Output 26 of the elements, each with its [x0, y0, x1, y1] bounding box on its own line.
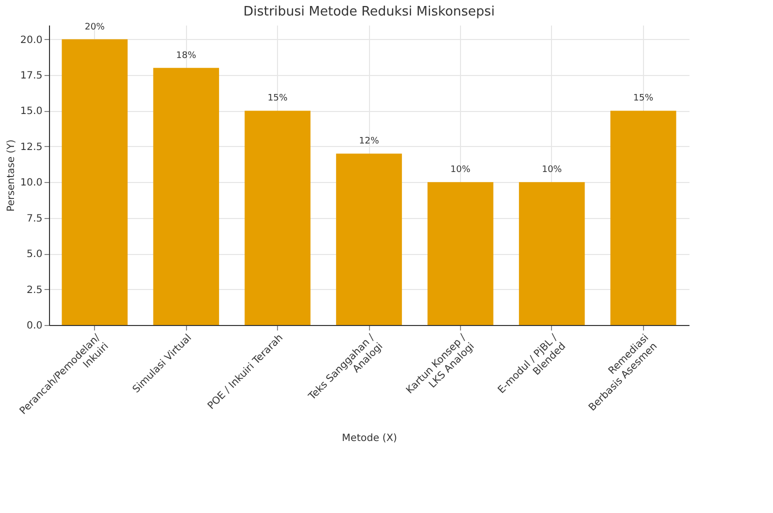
- x-axis-title: Metode (X): [342, 432, 398, 444]
- data-label: 12%: [358, 136, 380, 147]
- y-tick-label: 15.0: [20, 106, 42, 118]
- chart-title: Distribusi Metode Reduksi Miskonsepsi: [243, 4, 495, 20]
- y-tick-label: 5.0: [26, 249, 42, 260]
- bar: [153, 68, 220, 325]
- y-tick-label: 20.0: [20, 34, 42, 46]
- data-label: 18%: [176, 50, 197, 61]
- y-tick-label: 17.5: [20, 70, 42, 82]
- data-label: 15%: [633, 94, 654, 104]
- y-tick-label: 0.0: [26, 320, 42, 332]
- y-tick-label: 7.5: [26, 213, 42, 224]
- y-axis-title: Persentase (Y): [6, 139, 18, 212]
- bar: [610, 110, 676, 325]
- bar: [336, 154, 402, 325]
- data-label: 10%: [450, 165, 471, 176]
- bar: [518, 182, 585, 325]
- y-tick-label: 2.5: [26, 284, 42, 296]
- data-label: 10%: [542, 165, 562, 176]
- bar: [62, 39, 128, 325]
- bar: [428, 182, 494, 325]
- data-label: 15%: [268, 94, 288, 104]
- y-tick-label: 12.5: [20, 142, 42, 153]
- y-tick-label: 10.0: [20, 178, 42, 189]
- data-label: 20%: [84, 22, 106, 32]
- bar: [244, 110, 310, 325]
